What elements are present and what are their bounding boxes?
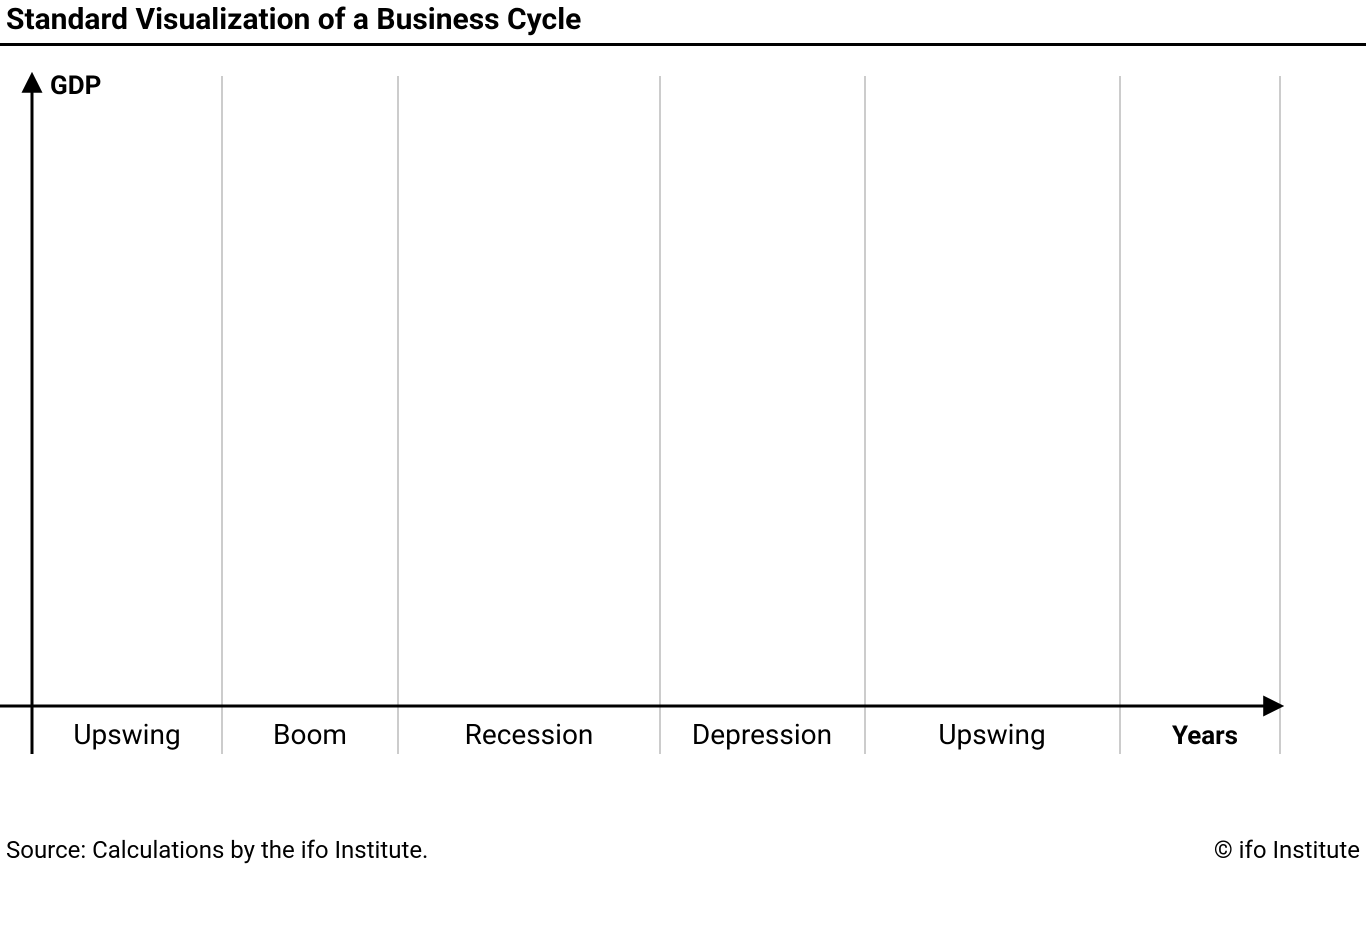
phase-label: Upswing xyxy=(938,718,1045,751)
phase-label: Depression xyxy=(692,718,832,751)
phase-label: Recession xyxy=(465,718,594,751)
chart-area: GDP Years Upswing Boom Recession Depression Up… xyxy=(0,46,1366,806)
y-axis-label: GDP xyxy=(50,71,101,101)
source-text: Source: Calculations by the ifo Institut… xyxy=(6,836,428,864)
phase-label: Boom xyxy=(273,718,347,751)
business-cycle-chart: GDP Years Upswing Boom Recession Depression Up… xyxy=(0,46,1290,806)
chart-title: Standard Visualization of a Business Cyc… xyxy=(0,0,1366,37)
chart-footer: Source: Calculations by the ifo Institut… xyxy=(0,836,1366,864)
phase-label: Upswing xyxy=(73,718,180,751)
copyright-text: © ifo Institute xyxy=(1214,836,1360,864)
x-axis-label: Years xyxy=(1172,721,1238,751)
